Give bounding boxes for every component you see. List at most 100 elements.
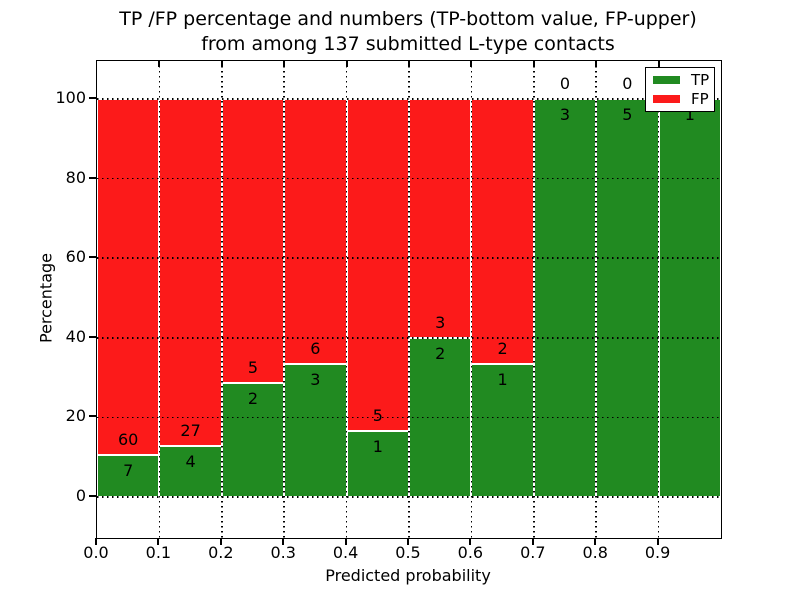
gridline-vertical bbox=[345, 61, 348, 538]
bar-value-label-fp: 2 bbox=[497, 339, 508, 359]
tick-mark-bottom bbox=[407, 538, 409, 545]
gridline-vertical bbox=[158, 61, 161, 538]
bar-segment-fp bbox=[159, 99, 222, 446]
tick-mark-left bbox=[89, 495, 96, 497]
bar-segment-fp bbox=[221, 99, 285, 384]
gridline-vertical bbox=[221, 61, 223, 538]
y-tick-label: 40 bbox=[65, 326, 86, 346]
tick-mark-bottom bbox=[95, 538, 97, 545]
gridline-horizontal bbox=[97, 337, 721, 339]
y-tick-label: 80 bbox=[65, 167, 86, 187]
bar-segment-tp bbox=[97, 455, 160, 497]
bar-segment-tp bbox=[159, 445, 222, 497]
tick-mark-left bbox=[89, 256, 96, 259]
gridline-vertical bbox=[595, 61, 597, 538]
x-tick-label: 0.0 bbox=[83, 543, 109, 562]
bar-value-label-tp: 5 bbox=[622, 105, 633, 124]
bar-segment-fp bbox=[346, 99, 409, 431]
bar-segment-fp bbox=[409, 99, 472, 338]
gridline-vertical bbox=[283, 61, 285, 538]
gridline-horizontal bbox=[97, 416, 721, 419]
bar-value-label-fp: 6 bbox=[310, 339, 321, 359]
bar-value-label-fp: 60 bbox=[118, 430, 139, 450]
bar-value-label-fp: 27 bbox=[180, 420, 201, 440]
tick-mark-bottom bbox=[656, 538, 659, 545]
tick-mark-top bbox=[158, 61, 161, 67]
x-tick-label: 0.6 bbox=[457, 543, 484, 562]
legend-swatch-tp-icon bbox=[653, 76, 680, 85]
tick-mark-top bbox=[220, 61, 223, 67]
x-tick-label: 0.2 bbox=[208, 543, 234, 562]
x-tick-label: 0.1 bbox=[145, 543, 172, 562]
bar-value-label-fp: 0 bbox=[622, 74, 633, 93]
chart-title-line2: from among 137 submitted L-type contacts bbox=[201, 33, 615, 55]
tick-mark-left bbox=[89, 176, 96, 179]
bar-value-label-fp: 3 bbox=[435, 312, 446, 332]
bar-segment-tp bbox=[596, 99, 659, 497]
gridline-vertical bbox=[657, 61, 660, 538]
x-tick-label: 0.8 bbox=[582, 543, 608, 562]
gridline-vertical bbox=[533, 61, 535, 538]
tick-mark-top bbox=[595, 61, 598, 67]
y-tick-label: 20 bbox=[65, 406, 86, 426]
bar-value-label-tp: 3 bbox=[559, 105, 571, 124]
gridline-horizontal bbox=[97, 177, 721, 180]
gridline-vertical bbox=[408, 61, 410, 538]
bar-value-label-tp: 1 bbox=[684, 105, 695, 124]
bar-value-label-tp: 2 bbox=[435, 343, 446, 363]
bar-value-label-tp: 7 bbox=[123, 461, 134, 481]
x-axis-label: Predicted probability bbox=[325, 566, 491, 585]
tick-mark-bottom bbox=[219, 538, 222, 545]
bar-segment-fp bbox=[97, 99, 160, 456]
bar-value-label-tp: 3 bbox=[310, 370, 321, 390]
x-tick-label: 0.7 bbox=[520, 543, 546, 562]
gridline-horizontal bbox=[97, 496, 721, 498]
legend: TP FP bbox=[645, 67, 715, 112]
y-tick-label: 100 bbox=[55, 88, 86, 107]
chart-title: TP /FP percentage and numbers (TP-bottom… bbox=[16, 7, 800, 57]
y-tick-label: 60 bbox=[65, 247, 86, 267]
tick-mark-bottom bbox=[531, 538, 534, 545]
bar-segment-fp bbox=[284, 99, 347, 365]
plot-area: 6072745263513221030501 bbox=[96, 60, 722, 539]
bar-value-label-tp: 1 bbox=[372, 436, 383, 456]
legend-entry-tp: TP bbox=[653, 71, 710, 90]
tick-mark-top bbox=[657, 61, 660, 67]
bar-value-label-fp: 5 bbox=[247, 358, 259, 378]
legend-label: FP bbox=[691, 89, 709, 108]
tick-mark-bottom bbox=[469, 538, 472, 545]
tick-mark-top bbox=[283, 61, 286, 67]
tick-mark-left bbox=[89, 97, 96, 99]
tick-mark-top bbox=[532, 61, 535, 67]
tick-mark-bottom bbox=[594, 538, 597, 545]
x-tick-label: 0.5 bbox=[395, 543, 421, 562]
legend-label: TP bbox=[691, 71, 710, 90]
bar-value-label-tp: 2 bbox=[247, 389, 259, 409]
tick-mark-top bbox=[408, 61, 410, 67]
gridline-vertical bbox=[470, 61, 473, 538]
bar-value-label-fp: 5 bbox=[372, 405, 383, 425]
legend-entry-fp: FP bbox=[653, 89, 709, 108]
tick-mark-top bbox=[345, 61, 348, 67]
bar-segment-tp bbox=[533, 99, 597, 497]
bar-value-label-tp: 1 bbox=[497, 370, 508, 390]
x-tick-label: 0.3 bbox=[270, 543, 296, 562]
tick-mark-bottom bbox=[157, 538, 160, 545]
gridline-horizontal bbox=[97, 257, 721, 259]
x-tick-label: 0.4 bbox=[332, 543, 359, 562]
bar-value-label-fp: 0 bbox=[559, 74, 571, 93]
y-tick-label: 0 bbox=[75, 486, 86, 505]
bar-segment-tp bbox=[658, 99, 721, 497]
tick-mark-top bbox=[470, 61, 473, 67]
tick-mark-bottom bbox=[282, 538, 285, 545]
bar-value-label-tp: 4 bbox=[185, 451, 196, 471]
tick-mark-left bbox=[89, 335, 96, 338]
legend-swatch-fp-icon bbox=[653, 94, 680, 103]
gridline-horizontal bbox=[97, 98, 721, 100]
x-tick-label: 0.9 bbox=[644, 543, 671, 562]
chart-title-line1: TP /FP percentage and numbers (TP-bottom… bbox=[119, 8, 697, 30]
bar-segment-fp bbox=[471, 99, 534, 365]
tick-mark-bottom bbox=[344, 538, 347, 545]
tick-mark-left bbox=[89, 415, 96, 418]
